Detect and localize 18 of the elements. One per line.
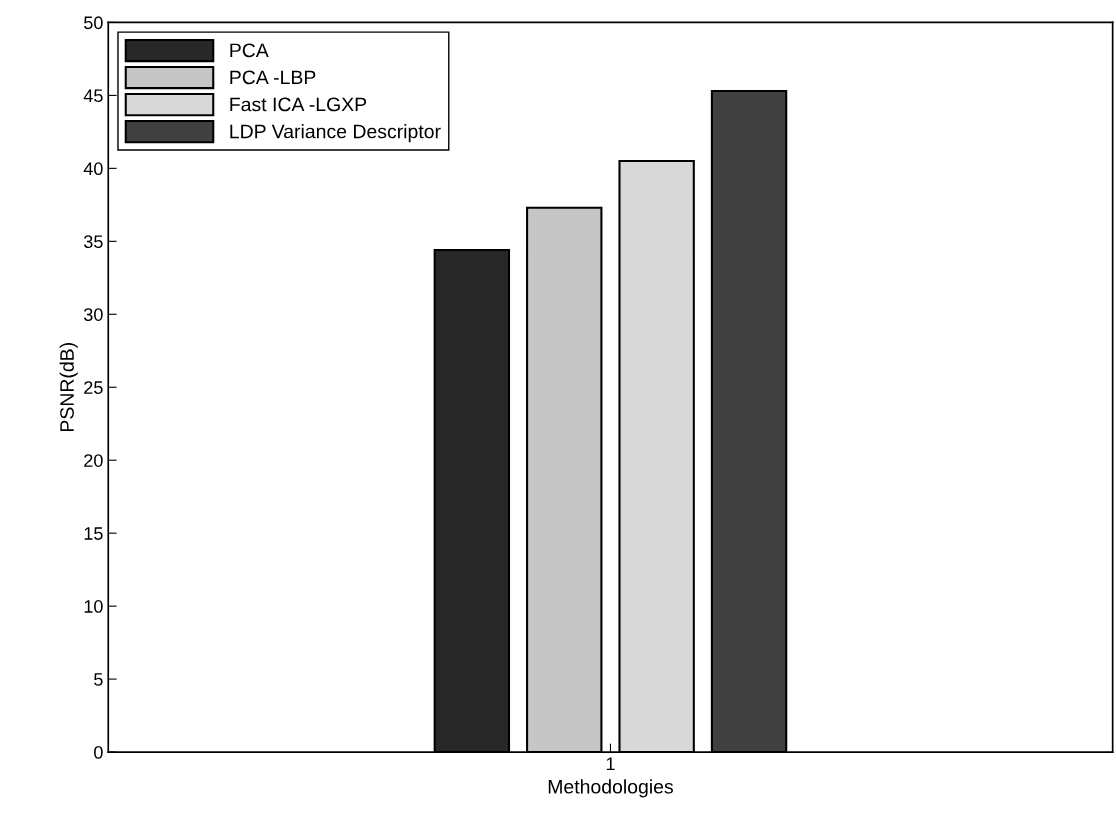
y-tick-label: 30 [84, 308, 103, 321]
x-axis-title: Methodologies [548, 779, 673, 798]
legend-label: Fast ICA -LGXP [230, 97, 367, 112]
y-tick-label: 40 [83, 162, 103, 176]
y-tick-label: 25 [84, 381, 103, 394]
y-tick-label: 50 [84, 16, 103, 30]
y-tick-label: 10 [84, 600, 103, 613]
legend-label: PCA [230, 43, 269, 58]
y-tick-label: 35 [84, 235, 103, 249]
y-tick-label: 5 [94, 673, 103, 686]
y-axis-title: PSNR(dB) [59, 343, 78, 432]
y-tick-label: 45 [83, 89, 103, 103]
x-tick-label: 1 [606, 757, 615, 770]
y-tick-label: 20 [84, 454, 103, 467]
legend-label: LDP Variance Descriptor [230, 124, 441, 143]
y-tick-label: 15 [84, 527, 103, 540]
y-tick-label: 0 [94, 745, 103, 759]
legend-label: PCA -LBP [230, 70, 316, 85]
